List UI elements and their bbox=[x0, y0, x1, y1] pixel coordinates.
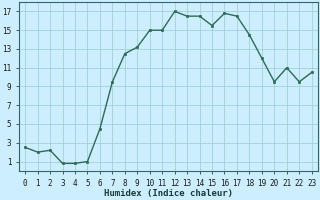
X-axis label: Humidex (Indice chaleur): Humidex (Indice chaleur) bbox=[104, 189, 233, 198]
